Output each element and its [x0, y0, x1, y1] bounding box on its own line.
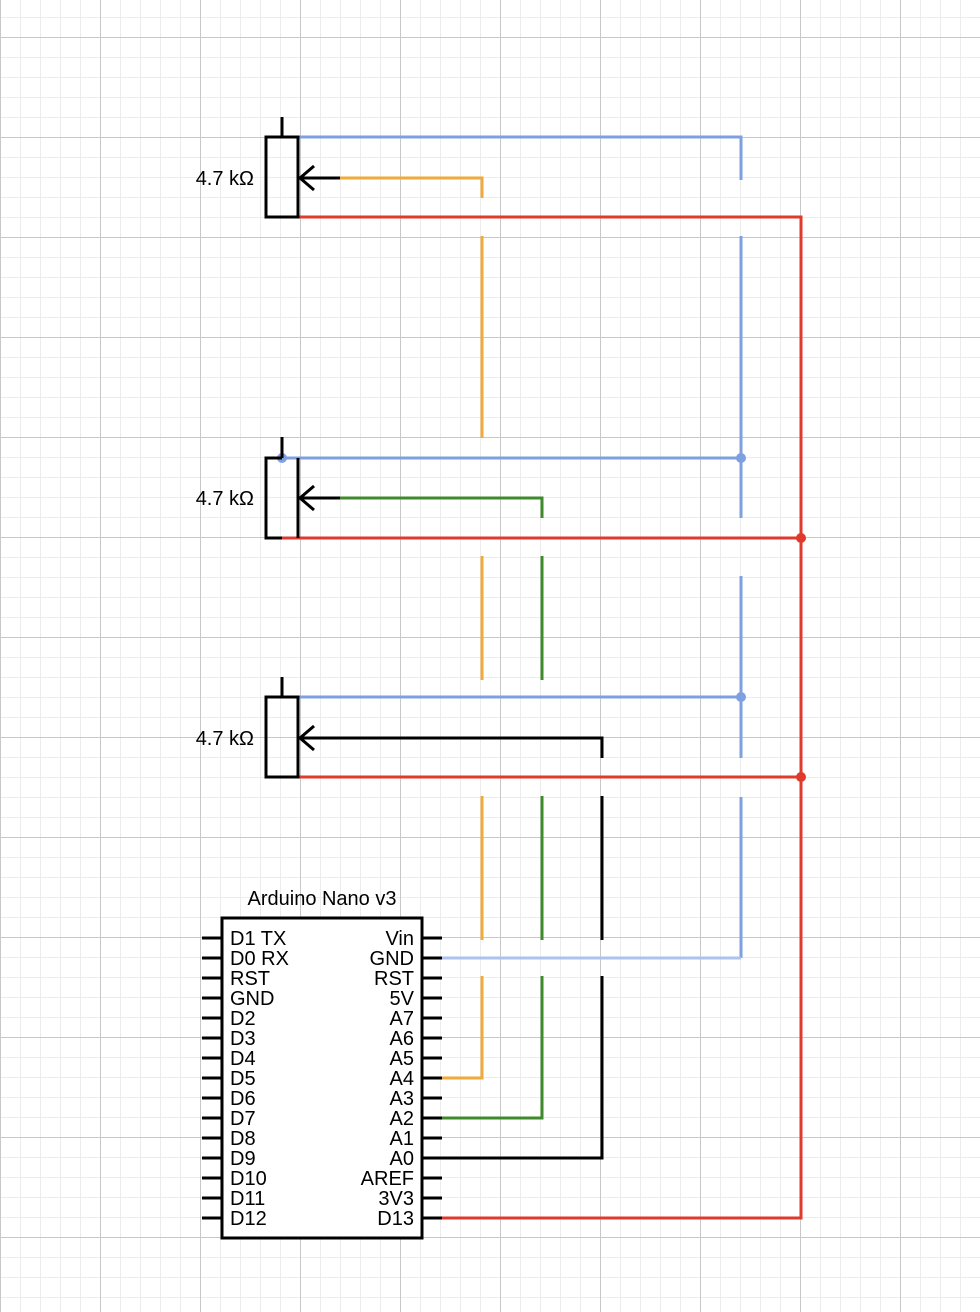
right-pin-label: RST — [374, 968, 414, 990]
left-pin-label: D10 — [230, 1168, 267, 1190]
wiper-arrow-icon — [297, 484, 340, 512]
pot-body — [264, 456, 300, 540]
pot-value-label: 4.7 kΩ — [196, 488, 254, 510]
right-pin-label: A5 — [390, 1048, 414, 1070]
left-pin-label: D12 — [230, 1208, 267, 1230]
right-pin-label: D13 — [377, 1208, 414, 1230]
left-pin-label: D3 — [230, 1028, 256, 1050]
ground-wire-pot1 — [298, 135, 743, 180]
power-wire-pot1 — [298, 215, 803, 1220]
left-pin-label: D4 — [230, 1048, 256, 1070]
left-pin-label: D6 — [230, 1088, 256, 1110]
right-pin-label: 5V — [390, 988, 415, 1010]
left-pin-label: D8 — [230, 1128, 256, 1150]
pot-body — [264, 135, 300, 219]
signal-a0-seg — [422, 976, 604, 1160]
right-pin-label: A7 — [390, 1008, 414, 1030]
potentiometer-2[interactable]: 4.7 kΩ — [196, 437, 340, 540]
left-pin-label: D5 — [230, 1068, 256, 1090]
right-pin-label: A1 — [390, 1128, 414, 1150]
right-pin-label: A0 — [390, 1148, 414, 1170]
right-pin-label: GND — [370, 948, 414, 970]
right-pin-label: A3 — [390, 1088, 414, 1110]
wiper-arrow-icon — [297, 724, 340, 752]
left-pin-label: D7 — [230, 1108, 256, 1130]
potentiometer-1[interactable]: 4.7 kΩ — [196, 117, 340, 219]
pot-value-label: 4.7 kΩ — [196, 168, 254, 190]
left-pin-label: D2 — [230, 1008, 256, 1030]
right-pin-label: Vin — [385, 928, 414, 950]
right-pin-label: A6 — [390, 1028, 414, 1050]
right-pin-label: A2 — [390, 1108, 414, 1130]
ground-wires — [282, 135, 743, 958]
signal-wire-a2 — [340, 496, 544, 1120]
signal-a2-seg — [340, 496, 544, 518]
right-pin-label: A4 — [390, 1068, 414, 1090]
signal-a4-seg — [422, 976, 484, 1080]
signal-a2-seg — [422, 976, 544, 1120]
wiper-arrow-icon — [297, 164, 340, 192]
arduino-title: Arduino Nano v3 — [248, 888, 397, 910]
left-pin-label: GND — [230, 988, 274, 1010]
power-wires — [282, 215, 803, 1220]
right-pin-label: 3V3 — [378, 1188, 414, 1210]
pot-body — [264, 695, 300, 779]
signal-a0-seg — [340, 736, 604, 758]
signal-wire-a0 — [340, 736, 604, 1160]
ground-junction — [736, 453, 746, 463]
pot-value-label: 4.7 kΩ — [196, 728, 254, 750]
ground-junction — [736, 692, 746, 702]
potentiometer-3[interactable]: 4.7 kΩ — [196, 677, 340, 779]
power-junction — [796, 533, 806, 543]
left-pin-label: D9 — [230, 1148, 256, 1170]
signal-wire-a4 — [340, 176, 484, 1080]
left-pin-label: D0 RX — [230, 948, 289, 970]
left-pin-label: RST — [230, 968, 270, 990]
left-pin-label: D1 TX — [230, 928, 286, 950]
left-pin-label: D11 — [230, 1188, 265, 1210]
right-pin-label: AREF — [361, 1168, 414, 1190]
power-junction — [796, 772, 806, 782]
signal-a4-seg — [340, 176, 484, 198]
